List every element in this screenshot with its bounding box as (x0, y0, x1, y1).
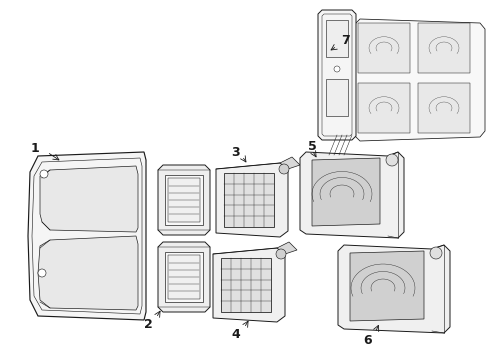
Polygon shape (350, 251, 424, 321)
Polygon shape (277, 242, 297, 254)
Bar (168, 255, 200, 299)
Circle shape (279, 164, 289, 174)
Polygon shape (350, 19, 485, 141)
Bar (358, 23, 410, 73)
Bar (165, 175, 203, 225)
Circle shape (386, 154, 398, 166)
Bar (418, 83, 470, 133)
Circle shape (334, 66, 340, 72)
Circle shape (40, 170, 48, 178)
Polygon shape (312, 158, 380, 226)
Polygon shape (318, 10, 356, 140)
Bar (418, 23, 470, 73)
Polygon shape (338, 245, 450, 333)
Circle shape (430, 247, 442, 259)
Text: 3: 3 (231, 145, 239, 158)
Polygon shape (216, 163, 288, 237)
Bar (358, 83, 410, 133)
Text: 5: 5 (308, 140, 317, 153)
Text: 1: 1 (30, 141, 39, 154)
Polygon shape (280, 157, 300, 169)
Text: 7: 7 (341, 33, 349, 46)
Polygon shape (158, 165, 210, 235)
Bar (224, 173, 274, 227)
Circle shape (38, 269, 46, 277)
Polygon shape (300, 152, 404, 238)
Circle shape (276, 249, 286, 259)
Bar (168, 178, 200, 222)
Polygon shape (40, 166, 138, 232)
Text: 4: 4 (232, 328, 241, 342)
Bar (326, 20, 348, 57)
Text: 2: 2 (144, 319, 152, 332)
Text: 6: 6 (364, 333, 372, 346)
Bar (326, 79, 348, 116)
Bar (165, 252, 203, 302)
Polygon shape (158, 242, 210, 312)
Polygon shape (38, 236, 138, 310)
Bar (221, 258, 271, 312)
Polygon shape (213, 248, 285, 322)
Polygon shape (28, 152, 146, 320)
